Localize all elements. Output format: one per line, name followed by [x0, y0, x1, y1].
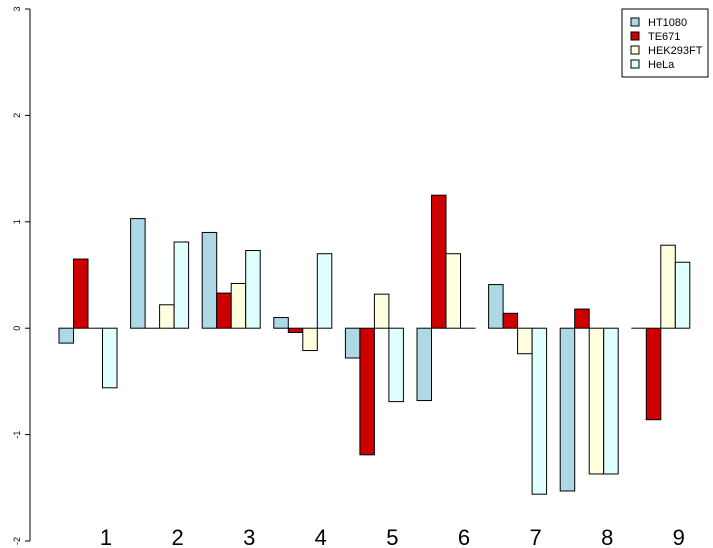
category-label: 5	[386, 525, 398, 548]
bar-hela-8	[603, 327, 619, 475]
category-label: 3	[243, 525, 255, 548]
legend-swatch	[630, 45, 640, 55]
bar-hek293ft-7	[517, 327, 533, 355]
bar-ht1080-2	[130, 218, 146, 329]
category-label: 4	[315, 525, 327, 548]
legend-swatch	[630, 31, 640, 41]
bar-ht1080-6	[416, 327, 432, 402]
y-tick-label: 0	[12, 326, 22, 331]
legend-swatch	[630, 17, 640, 27]
bar-ht1080-8	[559, 327, 576, 492]
bar-hek293ft-4	[302, 327, 318, 352]
category-label: 7	[529, 525, 541, 548]
bar-hek293ft-6	[445, 253, 461, 329]
bar-hek293ft-8	[588, 327, 605, 475]
category-label: 2	[171, 525, 183, 548]
bar-te671-6	[431, 194, 447, 329]
bar-hela-5	[388, 327, 404, 403]
y-tick-label: -1	[12, 431, 22, 439]
category-label: 8	[601, 525, 613, 548]
y-axis: -2 -1 0 1 2 3	[12, 6, 31, 545]
category-label: 1	[100, 525, 112, 548]
bar-hela-7	[531, 327, 548, 495]
legend: HT1080 TE671 HEK293FT HeLa	[621, 8, 709, 78]
bar-ht1080-4	[273, 317, 289, 329]
bar-te671-8	[574, 308, 590, 329]
y-tick-label: 3	[12, 6, 22, 11]
bar-te671-3	[216, 292, 232, 329]
bar-te671-7	[502, 312, 519, 329]
bar-te671-9	[645, 327, 662, 421]
bar-ht1080-3	[201, 231, 218, 329]
y-tick-label: -2	[12, 537, 22, 545]
bar-te671-5	[359, 327, 375, 456]
legend-swatch	[630, 59, 640, 69]
category-label: 6	[458, 525, 470, 548]
y-tick-label: 1	[12, 219, 22, 224]
bar-hela-9	[674, 261, 691, 329]
legend-label: HT1080	[648, 17, 687, 29]
bar-hek293ft-2	[159, 304, 175, 329]
bar-hela-2	[173, 241, 190, 329]
bar-hek293ft-5	[373, 293, 390, 329]
bar-ht1080-7	[488, 284, 504, 329]
bar-hela-3	[245, 250, 261, 329]
bar-hela-1	[102, 327, 118, 389]
legend-label: HeLa	[648, 59, 675, 71]
bar-ht1080-1	[58, 327, 74, 344]
y-tick-label: 2	[12, 113, 22, 118]
bars-group	[58, 194, 691, 495]
bar-ht1080-5	[344, 327, 361, 359]
category-labels: 1 2 3 4 5 6 7 8 9	[100, 525, 685, 548]
legend-label: TE671	[648, 31, 680, 43]
category-label: 9	[673, 525, 685, 548]
bar-te671-1	[73, 258, 89, 329]
bar-hek293ft-3	[230, 283, 247, 329]
bar-hek293ft-9	[660, 244, 676, 329]
bar-hela-4	[316, 253, 333, 329]
legend-label: HEK293FT	[648, 45, 703, 57]
bar-te671-4	[287, 327, 304, 333]
